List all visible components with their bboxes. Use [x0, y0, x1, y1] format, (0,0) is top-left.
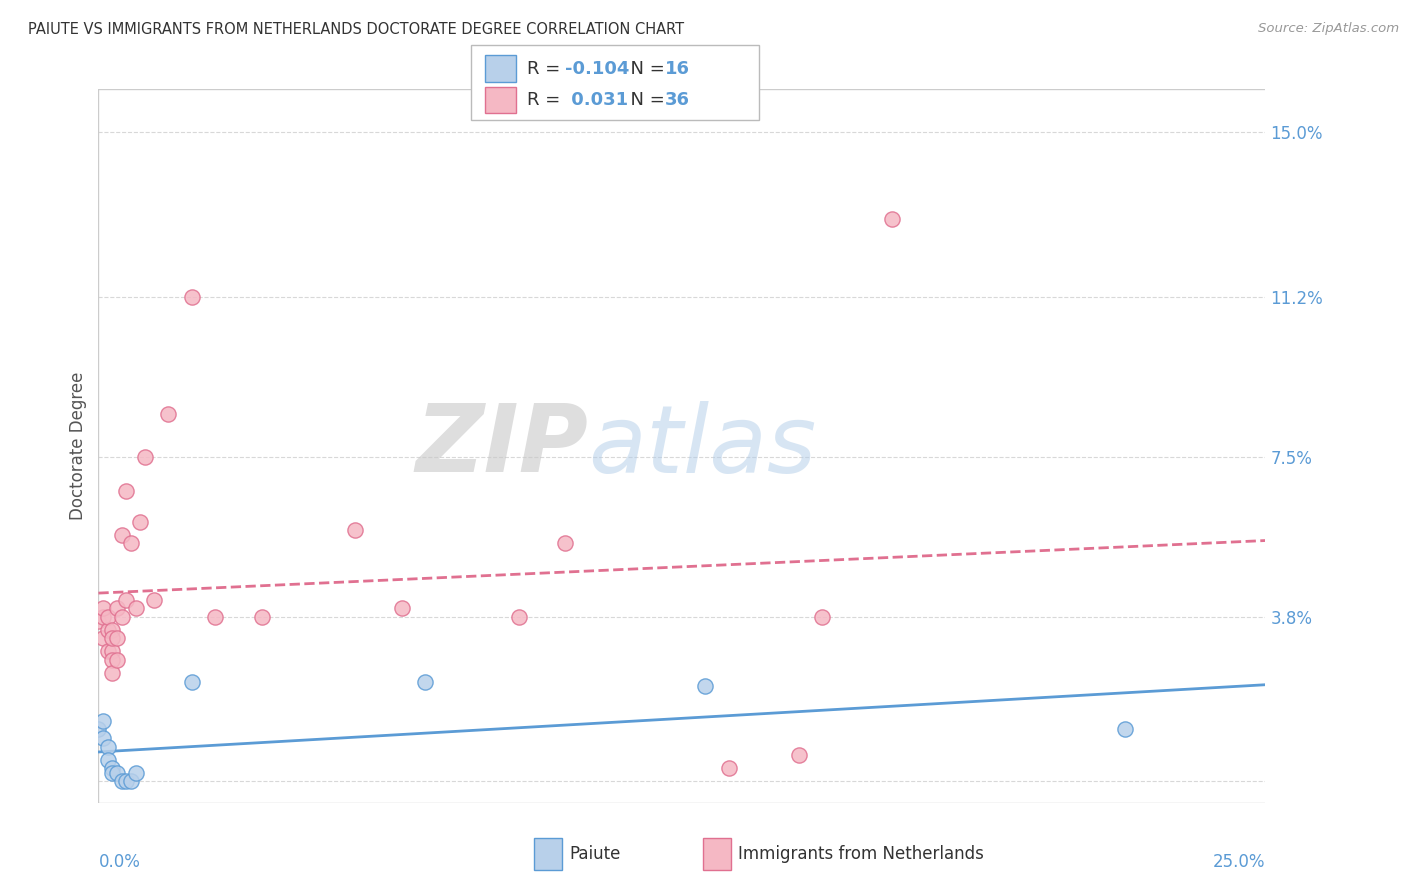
Point: [105, 653, 128, 667]
Point: [111, 527, 134, 541]
Point: [717, 761, 740, 775]
Point: [91, 632, 114, 646]
Point: [105, 765, 128, 780]
Point: [811, 610, 834, 624]
Text: R =: R =: [527, 91, 567, 109]
Point: [91, 731, 114, 745]
Point: [204, 610, 226, 624]
Text: Source: ZipAtlas.com: Source: ZipAtlas.com: [1258, 22, 1399, 36]
Point: [87, 614, 110, 628]
Text: 25.0%: 25.0%: [1213, 853, 1265, 871]
Text: PAIUTE VS IMMIGRANTS FROM NETHERLANDS DOCTORATE DEGREE CORRELATION CHART: PAIUTE VS IMMIGRANTS FROM NETHERLANDS DO…: [28, 22, 685, 37]
Point: [157, 407, 180, 421]
Point: [695, 679, 717, 693]
Point: [115, 484, 138, 499]
Point: [787, 748, 810, 763]
Point: [111, 610, 134, 624]
Point: [554, 536, 576, 550]
Point: [120, 536, 142, 550]
Point: [97, 644, 120, 658]
Point: [87, 723, 110, 737]
Text: R =: R =: [527, 60, 567, 78]
Point: [91, 610, 114, 624]
Point: [115, 774, 138, 789]
Point: [101, 623, 124, 637]
Point: [344, 524, 367, 538]
Point: [101, 761, 124, 775]
Point: [91, 714, 114, 728]
Point: [250, 610, 273, 624]
Text: N =: N =: [619, 60, 671, 78]
Point: [508, 610, 530, 624]
Point: [97, 610, 120, 624]
Text: 16: 16: [665, 60, 690, 78]
Point: [105, 632, 128, 646]
Point: [91, 601, 114, 615]
Text: 0.0%: 0.0%: [98, 853, 141, 871]
Point: [115, 592, 138, 607]
Text: 0.031: 0.031: [565, 91, 628, 109]
Point: [97, 623, 120, 637]
Point: [125, 601, 148, 615]
Point: [143, 592, 166, 607]
Text: ZIP: ZIP: [416, 400, 589, 492]
Text: atlas: atlas: [589, 401, 817, 491]
Point: [111, 774, 134, 789]
Point: [101, 653, 124, 667]
Point: [120, 774, 142, 789]
Point: [180, 674, 202, 689]
Point: [129, 515, 152, 529]
Point: [134, 450, 156, 464]
Point: [97, 753, 120, 767]
Text: -0.104: -0.104: [565, 60, 630, 78]
Point: [880, 211, 903, 226]
Text: Paiute: Paiute: [569, 845, 621, 863]
Point: [391, 601, 413, 615]
Point: [97, 739, 120, 754]
Point: [105, 601, 128, 615]
Point: [1114, 723, 1136, 737]
Text: Immigrants from Netherlands: Immigrants from Netherlands: [738, 845, 984, 863]
Point: [125, 765, 148, 780]
Point: [101, 632, 124, 646]
Point: [101, 765, 124, 780]
Y-axis label: Doctorate Degree: Doctorate Degree: [69, 372, 87, 520]
Point: [413, 674, 436, 689]
Point: [180, 290, 202, 304]
Text: 36: 36: [665, 91, 690, 109]
Text: N =: N =: [619, 91, 671, 109]
Point: [101, 644, 124, 658]
Point: [101, 666, 124, 681]
